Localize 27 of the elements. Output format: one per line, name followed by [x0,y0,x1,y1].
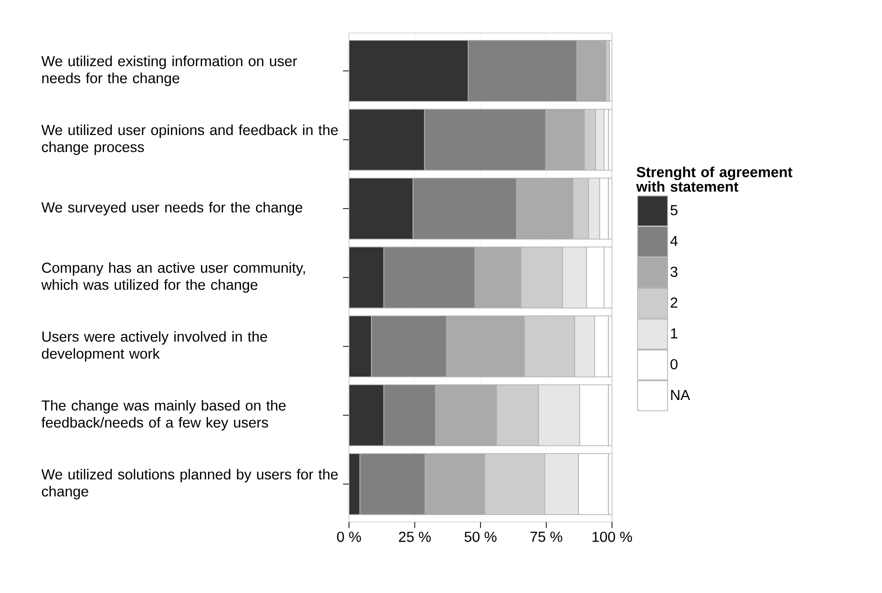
legend-label: 3 [670,266,678,277]
bar [349,108,425,171]
y-tick-label: We surveyed user needs for the change [41,202,302,216]
bar [349,315,372,378]
legend-label: 2 [670,297,678,308]
bar [349,453,360,516]
y-tick-label: We utilized user opinions and feedback in the change process [41,124,338,156]
legend-label: 5 [670,205,678,216]
legend-label: NA [671,390,690,400]
bar [349,246,384,308]
legend-title: Strenght of agreement with statement [636,166,792,192]
x-tick-label: 100 % [592,532,632,542]
y-tick-label: Users were actively involved in the development work [42,331,268,362]
legend-label: 1 [671,328,678,338]
x-tick-label: 50 % [464,532,496,542]
x-tick-label: 25 % [398,532,431,542]
y-tick-label: We utilized existing information on user needs for the change [41,56,298,86]
legend-label: 4 [670,236,678,246]
x-tick-label: 75 % [530,532,562,542]
legend-label: 0 [670,359,678,370]
y-tick-label: We utilized solutions planned by users for the change [41,468,338,500]
x-tick-label: 0 % [337,532,361,542]
bar [349,384,384,446]
bar [349,40,469,102]
bar [349,178,414,240]
y-tick-label: The change was mainly based on the feedback/needs of a few key users [42,400,286,430]
y-tick-label: Company has an active user community, which was utilized for the change [41,262,305,293]
